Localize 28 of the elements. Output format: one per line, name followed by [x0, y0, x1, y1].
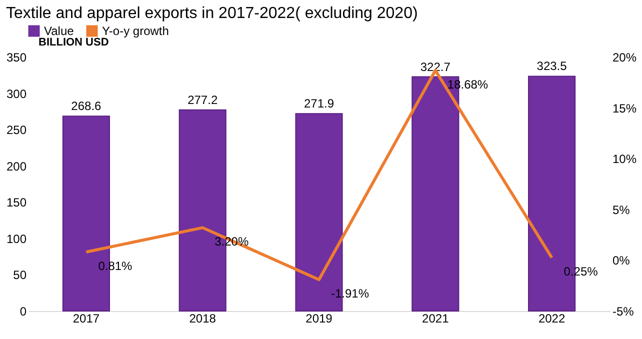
legend-label: Value	[44, 24, 74, 38]
y2-tick-label: 0%	[612, 254, 630, 268]
y-tick-label: 0	[20, 304, 27, 318]
y2-tick-label: 10%	[612, 152, 637, 166]
y-tick-label: 100	[6, 232, 27, 246]
data-label: 277.2	[188, 92, 218, 107]
data-label: 323.5	[536, 59, 568, 74]
y2-tick-label: 15%	[612, 101, 637, 116]
legend-label: Y-o-y growth	[102, 24, 169, 38]
y-axis-title: BILLION USD	[38, 36, 109, 48]
chart-title: Textile and apparel exports in 2017-2022( excluding 2020)	[6, 5, 418, 22]
x-tick-label: 2021	[422, 312, 450, 326]
y-tick-label: 350	[6, 50, 27, 64]
y-tick-label: 200	[6, 159, 27, 174]
y-tick-label: 50	[13, 268, 27, 282]
y-tick-label: 250	[6, 123, 27, 138]
x-tick-label: 2018	[189, 312, 216, 326]
data-label: 322.7	[420, 60, 451, 74]
y2-tick-label: 20%	[612, 50, 637, 64]
data-label: 271.9	[304, 96, 334, 111]
y2-tick-label: 5%	[612, 202, 630, 217]
y-tick-label: 300	[6, 86, 27, 101]
x-tick-label: 2017	[72, 312, 100, 326]
y-tick-label: 150	[6, 196, 27, 210]
x-tick-label: 2022	[538, 312, 566, 326]
y2-tick-label: -5%	[612, 304, 634, 318]
x-tick-label: 2019	[306, 312, 333, 326]
data-label: 268.6	[71, 99, 102, 114]
